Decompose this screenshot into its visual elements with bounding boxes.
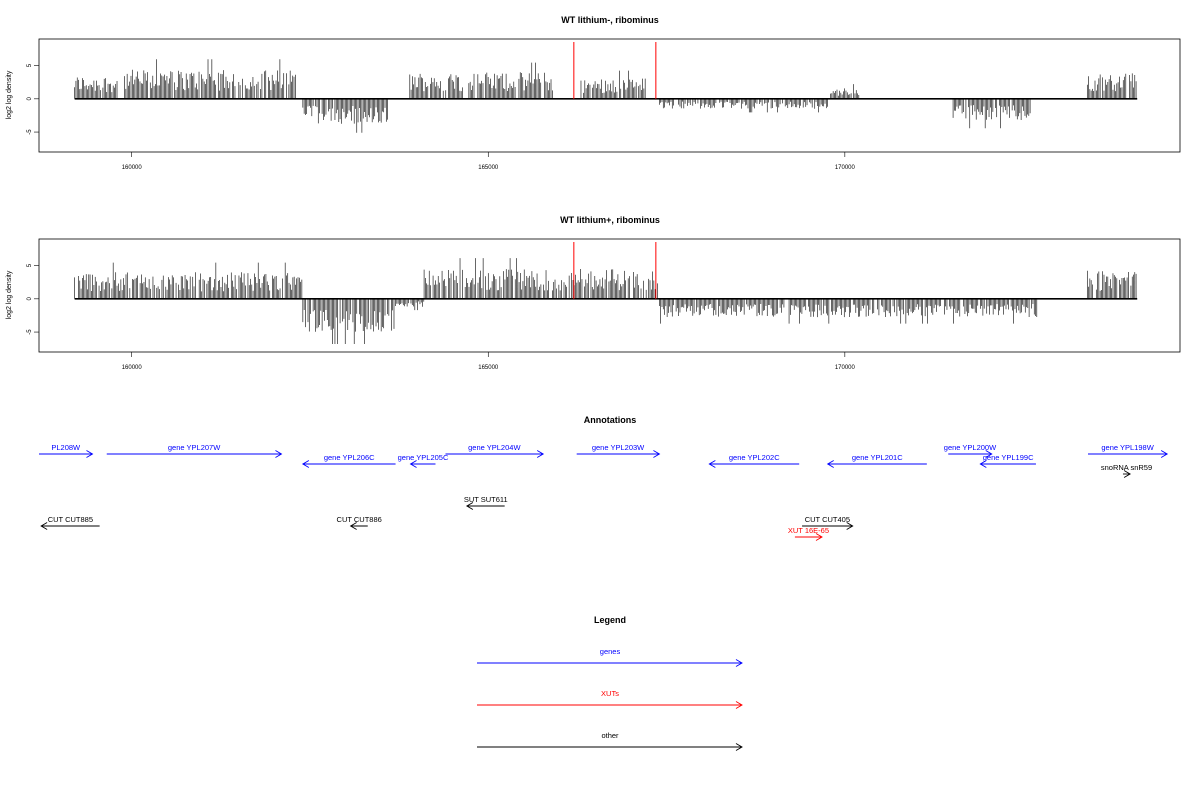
annotation-feature: PL208W [39, 443, 94, 458]
axes: 160000 165000 170000 -5 0 5 [27, 263, 856, 371]
feature-arrow-head [846, 522, 854, 530]
feature-label: gene YPL207W [168, 443, 221, 452]
legend-arrow-head [735, 701, 743, 709]
annotation-feature: gene YPL204W [445, 443, 545, 458]
annotation-feature: gene YPL201C [826, 453, 927, 468]
x-tick-label: 160000 [122, 365, 143, 371]
feature-arrow-head [1160, 450, 1169, 458]
feature-label: CUT CUT886 [337, 515, 382, 524]
legend-arrow-head [735, 743, 743, 751]
annotation-feature: gene YPL203W [576, 443, 661, 458]
y-axis-label: log2 log density [6, 70, 13, 119]
feature-label: CUT CUT885 [48, 515, 93, 524]
panel-title: WT lithium-, ribominus [561, 15, 659, 25]
feature-label: CUT CUT405 [805, 515, 850, 524]
feature-arrow-head [979, 460, 987, 468]
feature-arrow-head [826, 460, 834, 468]
annotation-feature: CUT CUT405 [802, 515, 854, 530]
plot-frame [38, 238, 1181, 353]
feature-label: gene YPL204W [468, 443, 521, 452]
legend-label: XUTs [601, 689, 619, 698]
y-tick-label: 5 [27, 63, 33, 67]
feature-arrow-head [349, 522, 357, 530]
feature-label: SUT SUT611 [464, 495, 508, 504]
y-tick-label: -5 [27, 329, 33, 335]
feature-arrow-head [465, 502, 474, 510]
y-tick-label: 5 [27, 263, 33, 267]
x-tick-label: 165000 [478, 165, 499, 171]
panel-title: WT lithium+, ribominus [560, 215, 660, 225]
y-tick-label: 0 [27, 296, 33, 300]
annotation-feature: snoRNA snR59 [1101, 463, 1152, 478]
x-tick-label: 160000 [122, 165, 143, 171]
axes: 160000 165000 170000 -5 0 5 [27, 63, 856, 171]
annotation-feature: gene YPL202C [708, 453, 800, 468]
feature-label: gene YPL199C [983, 453, 1034, 462]
y-axis-label: log2 log density [6, 270, 13, 319]
position-markers [573, 42, 657, 99]
annotation-feature: SUT SUT611 [464, 495, 508, 510]
coverage-bar [74, 59, 1137, 133]
x-tick-label: 165000 [478, 365, 499, 371]
legend-item: genes [477, 647, 743, 667]
annotation-feature: gene YPL205C [398, 453, 449, 468]
x-tick-label: 170000 [835, 365, 856, 371]
feature-arrow-head [985, 450, 993, 458]
legend-title: Legend [594, 615, 626, 625]
x-tick-label: 170000 [835, 165, 856, 171]
annotation-feature: CUT CUT885 [40, 515, 100, 530]
feature-arrow-head [1123, 470, 1131, 478]
feature-arrow-head [815, 533, 823, 541]
annotation-feature: gene YPL207W [106, 443, 283, 458]
y-tick-label: -5 [27, 129, 33, 135]
feature-label: gene YPL200W [944, 443, 997, 452]
legend-items: genes XUTs other [477, 647, 743, 751]
annotations-title: Annotations [584, 415, 637, 425]
coverage-bar [74, 258, 1137, 345]
coverage-bars [74, 258, 1138, 345]
position-markers [573, 242, 657, 299]
feature-arrow-head [708, 460, 716, 468]
feature-label: XUT 16E-65 [788, 526, 829, 535]
legend-arrow-head [735, 659, 743, 667]
feature-arrow-head [409, 460, 417, 468]
coverage-bars [74, 59, 1138, 133]
annotation-feature: XUT 16E-65 [788, 526, 829, 541]
annotation-feature: gene YPL198W [1088, 443, 1169, 458]
annotation-feature: gene YPL200W [944, 443, 997, 458]
feature-label: snoRNA snR59 [1101, 463, 1152, 472]
feature-label: gene YPL201C [852, 453, 903, 462]
annotation-feature: gene YPL206C [301, 453, 396, 468]
legend-item: other [477, 731, 743, 751]
feature-label: gene YPL203W [592, 443, 645, 452]
feature-label: gene YPL206C [324, 453, 375, 462]
annotation-feature: CUT CUT886 [337, 515, 382, 530]
feature-label: gene YPL202C [729, 453, 780, 462]
annotations-track: Annotations PL208W gene YPL207W gene YPL20… [39, 415, 1169, 541]
feature-arrow-head [40, 522, 48, 530]
feature-label: gene YPL205C [398, 453, 449, 462]
plot-frame [38, 38, 1181, 153]
coverage-panel-lithium-minus: WT lithium-, ribominus log2 log density … [6, 15, 1181, 171]
legend-label: genes [600, 647, 621, 656]
y-tick-label: 0 [27, 96, 33, 100]
feature-arrow-head [275, 450, 283, 458]
feature-arrow-head [536, 450, 545, 458]
annotation-features: PL208W gene YPL207W gene YPL206C gene YPL20… [39, 443, 1169, 541]
legend: Legend genes XUTs other [477, 615, 743, 751]
feature-arrow-head [653, 450, 661, 458]
annotation-feature: gene YPL199C [979, 453, 1036, 468]
feature-label: gene YPL198W [1101, 443, 1154, 452]
feature-arrow-head [301, 460, 310, 468]
feature-label: PL208W [51, 443, 81, 452]
feature-arrow-head [86, 450, 94, 458]
legend-item: XUTs [477, 689, 743, 709]
legend-label: other [601, 731, 619, 740]
coverage-panel-lithium-plus: WT lithium+, ribominus log2 log density … [6, 215, 1181, 371]
